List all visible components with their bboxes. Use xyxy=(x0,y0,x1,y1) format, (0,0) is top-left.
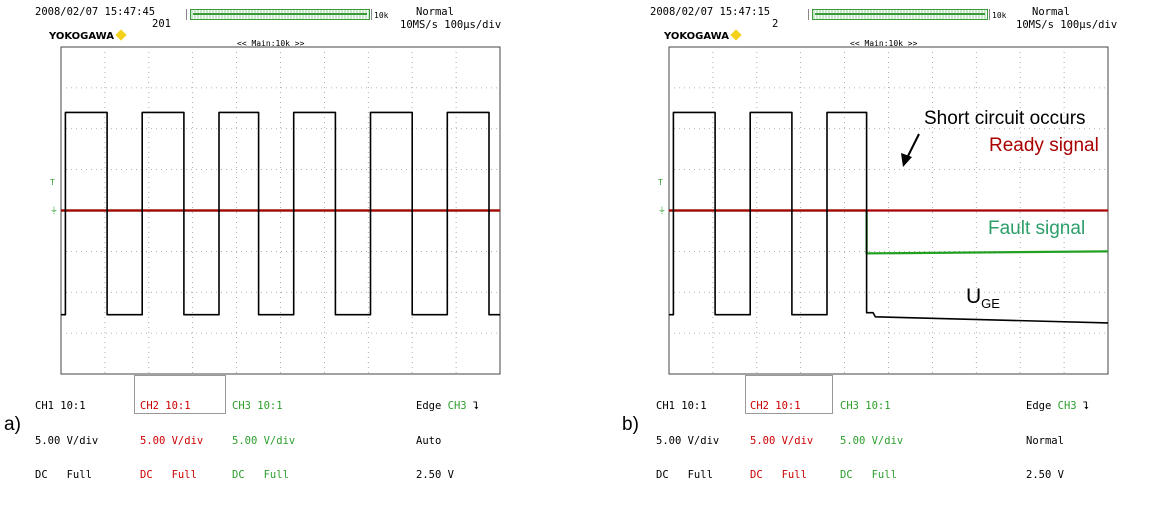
fault-signal-annotation: Fault signal xyxy=(988,218,1086,239)
acquisition-count: 2 xyxy=(772,18,779,30)
zoom-label: 10k xyxy=(992,11,1007,20)
trace-ch1 xyxy=(669,111,1109,324)
main-zoom-label: << Main:10k >> xyxy=(850,39,918,48)
zoom-position-bar xyxy=(812,9,988,20)
datetime: 2008/02/07 15:47:15 xyxy=(650,6,771,18)
trigger-slope-icon: ⮧ xyxy=(1082,400,1090,412)
ch1-coupling: DC Full xyxy=(656,469,713,481)
trigger-level: 2.50 V xyxy=(416,469,454,481)
uge-annotation: UGE xyxy=(966,285,1000,312)
brand-label: YOKOGAWA xyxy=(48,31,114,42)
zoom-position-bar xyxy=(190,9,370,20)
ch2-coupling: DC Full xyxy=(750,469,807,481)
ch2-scale: 5.00 V/div xyxy=(750,434,814,447)
ch1-name: CH1 10:1 xyxy=(35,400,86,412)
ch3-coupling: DC Full xyxy=(840,469,897,481)
ch3-name: CH3 10:1 xyxy=(840,400,891,412)
trigger-mode: Auto xyxy=(416,434,442,447)
ch1-scale: 5.00 V/div xyxy=(656,434,720,447)
trigger-mode: Normal xyxy=(1026,434,1064,447)
ch3-name: CH3 10:1 xyxy=(232,400,283,412)
trigger-type: Edge xyxy=(416,400,442,412)
scope-display-a xyxy=(60,46,501,375)
sample-rate: 10MS/s 100µs/div xyxy=(1016,19,1118,31)
scope-panel-b: 2008/02/07 15:47:15 YOKOGAWA 2 10k Norma… xyxy=(594,0,1154,481)
sample-rate: 10MS/s 100µs/div xyxy=(400,19,502,31)
ch-marker-t: T xyxy=(50,178,55,187)
ground-marker-icon: ⏚ xyxy=(50,206,58,215)
acquisition-count: 201 xyxy=(152,18,171,30)
scope-panel-a: 2008/02/07 15:47:45 YOKOGAWA 201 10k Nor… xyxy=(0,0,520,481)
ch1-name: CH1 10:1 xyxy=(656,400,707,412)
trigger-mode-top: Normal xyxy=(416,6,454,18)
short-circuit-annotation: Short circuit occurs xyxy=(924,108,1086,129)
panel-tag-b: b) xyxy=(622,414,639,435)
ch2-name: CH2 10:1 xyxy=(140,400,191,412)
ground-marker-icon: ⏚ xyxy=(658,206,666,215)
scope-display-b xyxy=(668,46,1109,375)
ch2-coupling: DC Full xyxy=(140,469,197,481)
main-zoom-label: << Main:10k >> xyxy=(237,39,305,48)
trigger-source: CH3 xyxy=(447,400,467,412)
brand-label: YOKOGAWA xyxy=(663,31,729,42)
ch-marker-t: T xyxy=(658,178,663,187)
trace-ch1 xyxy=(61,111,500,316)
ch2-scale: 5.00 V/div xyxy=(140,434,204,447)
ch2-name: CH2 10:1 xyxy=(750,400,801,412)
ready-signal-annotation: Ready signal xyxy=(989,135,1099,156)
trigger-level: 2.50 V xyxy=(1026,469,1064,481)
datetime: 2008/02/07 15:47:45 xyxy=(35,6,156,18)
ch3-coupling: DC Full xyxy=(232,469,289,481)
arrow-icon xyxy=(901,133,920,167)
ch1-coupling: DC Full xyxy=(35,469,92,481)
trigger-mode-top: Normal xyxy=(1032,6,1070,18)
trigger-source: CH3 xyxy=(1057,400,1077,412)
panel-tag-a: a) xyxy=(4,414,21,435)
trigger-slope-icon: ⮧ xyxy=(472,400,480,412)
trigger-type: Edge xyxy=(1026,400,1052,412)
zoom-label: 10k xyxy=(374,11,389,20)
ch3-scale: 5.00 V/div xyxy=(840,434,904,447)
ch1-scale: 5.00 V/div xyxy=(35,434,99,447)
ch3-scale: 5.00 V/div xyxy=(232,434,296,447)
